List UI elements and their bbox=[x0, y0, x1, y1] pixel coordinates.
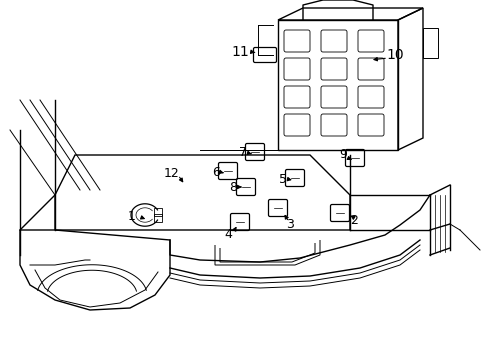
Text: 4: 4 bbox=[224, 228, 231, 240]
Text: 9: 9 bbox=[338, 148, 346, 162]
Text: 3: 3 bbox=[285, 219, 293, 231]
Text: 5: 5 bbox=[279, 174, 286, 186]
Text: 2: 2 bbox=[349, 215, 357, 228]
Text: 1: 1 bbox=[128, 211, 136, 224]
Text: 7: 7 bbox=[239, 147, 246, 159]
Text: 10: 10 bbox=[386, 48, 403, 62]
Text: 8: 8 bbox=[228, 181, 237, 194]
Text: 6: 6 bbox=[212, 166, 220, 180]
Text: 11: 11 bbox=[231, 45, 248, 59]
Text: 12: 12 bbox=[164, 167, 180, 180]
